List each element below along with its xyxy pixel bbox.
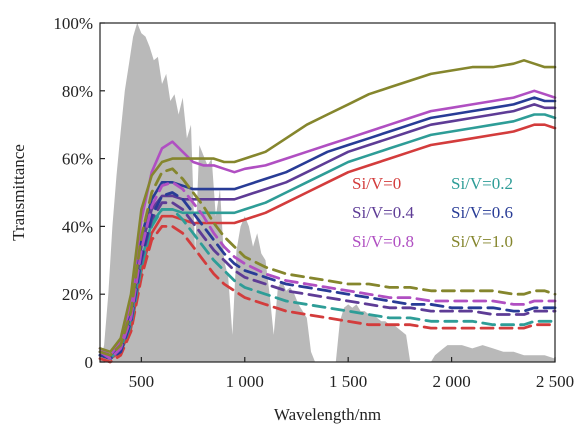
series-line-solid-3 <box>98 96 557 357</box>
legend-label: Si/V=0.4 <box>352 203 415 222</box>
series-line-solid-0 <box>98 123 557 360</box>
series-layer <box>98 59 557 364</box>
series-line-dashed-11 <box>98 167 557 357</box>
solar-spectrum-area <box>100 23 555 362</box>
series-line-dashed-8 <box>98 201 557 360</box>
y-tick-label: 80% <box>62 82 93 101</box>
y-tick-label: 20% <box>62 285 93 304</box>
y-tick-label: 0 <box>85 353 94 372</box>
legend-label: Si/V=0.2 <box>451 174 513 193</box>
x-tick-label: 2 500 <box>536 372 574 391</box>
series-line-dashed-6 <box>98 225 557 364</box>
legend-label: Si/V=0.8 <box>352 232 414 251</box>
y-tick-label: 100% <box>53 14 93 33</box>
series-line-solid-5 <box>98 59 557 354</box>
legend-label: Si/V=0.6 <box>451 203 513 222</box>
x-tick-label: 2 000 <box>432 372 470 391</box>
series-line-dashed-9 <box>98 191 557 360</box>
y-axis: 0 20% 40% 60% 80% 100% <box>53 14 105 372</box>
plot-frame <box>99 22 556 363</box>
solar-spectrum-layer <box>100 23 555 362</box>
series-line-solid-1 <box>98 113 557 360</box>
legend-label: Si/V=1.0 <box>451 232 513 251</box>
y-tick-label: 40% <box>62 217 93 236</box>
x-tick-label: 1 500 <box>329 372 367 391</box>
legend: Si/V=0 Si/V=0.2 Si/V=0.4 Si/V=0.6 Si/V=0.8 Si… <box>352 174 513 251</box>
series-line-dashed-10 <box>98 180 557 360</box>
series-line-solid-2 <box>98 103 557 357</box>
y-tick-label: 60% <box>62 150 93 169</box>
x-tick-label: 500 <box>129 372 155 391</box>
y-axis-title: Transmittance <box>9 144 28 241</box>
series-line-dashed-7 <box>98 208 557 360</box>
x-tick-label: 1 000 <box>226 372 264 391</box>
x-axis: 500 1 000 1 500 2 000 2 500 <box>129 357 574 391</box>
series-line-solid-4 <box>98 89 557 357</box>
x-axis-title: Wavelength/nm <box>274 405 381 424</box>
legend-label: Si/V=0 <box>352 174 401 193</box>
